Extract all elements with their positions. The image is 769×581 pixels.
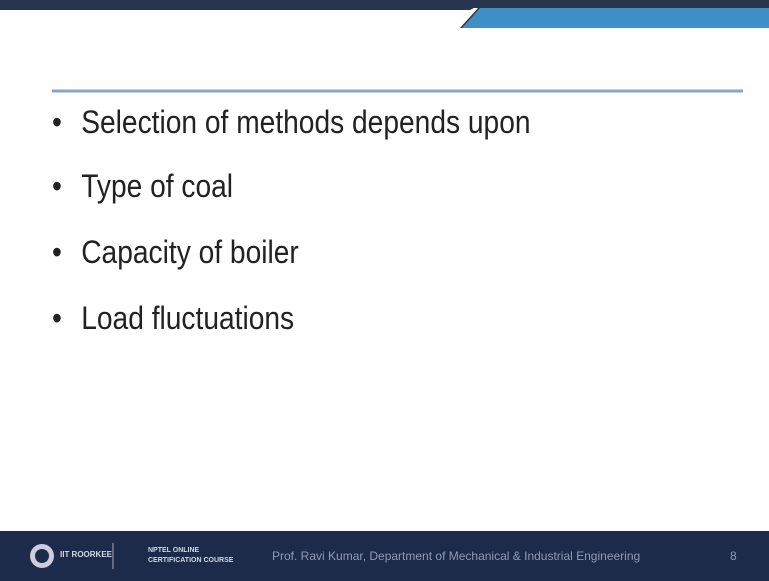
- bullet: Capacity of boiler: [52, 234, 299, 271]
- logos: [30, 543, 114, 569]
- credit: Prof. Ravi Kumar, Department of Mechanic…: [272, 549, 641, 563]
- logo-text: NPTEL ONLINE: [148, 547, 200, 554]
- header-decoration: [0, 0, 769, 93]
- logo-text: CERTIFICATION COURSE: [148, 557, 234, 564]
- logo-text: IIT ROORKEE: [60, 550, 113, 559]
- page-number: 8: [730, 549, 737, 563]
- bullet: Type of coal: [52, 168, 233, 205]
- footer: IIT ROORKEE NPTEL ONLINE CERTIFICATION C…: [0, 531, 769, 581]
- bullet: Load fluctuations: [52, 300, 294, 337]
- bullet: Selection of methods depends upon: [52, 104, 530, 141]
